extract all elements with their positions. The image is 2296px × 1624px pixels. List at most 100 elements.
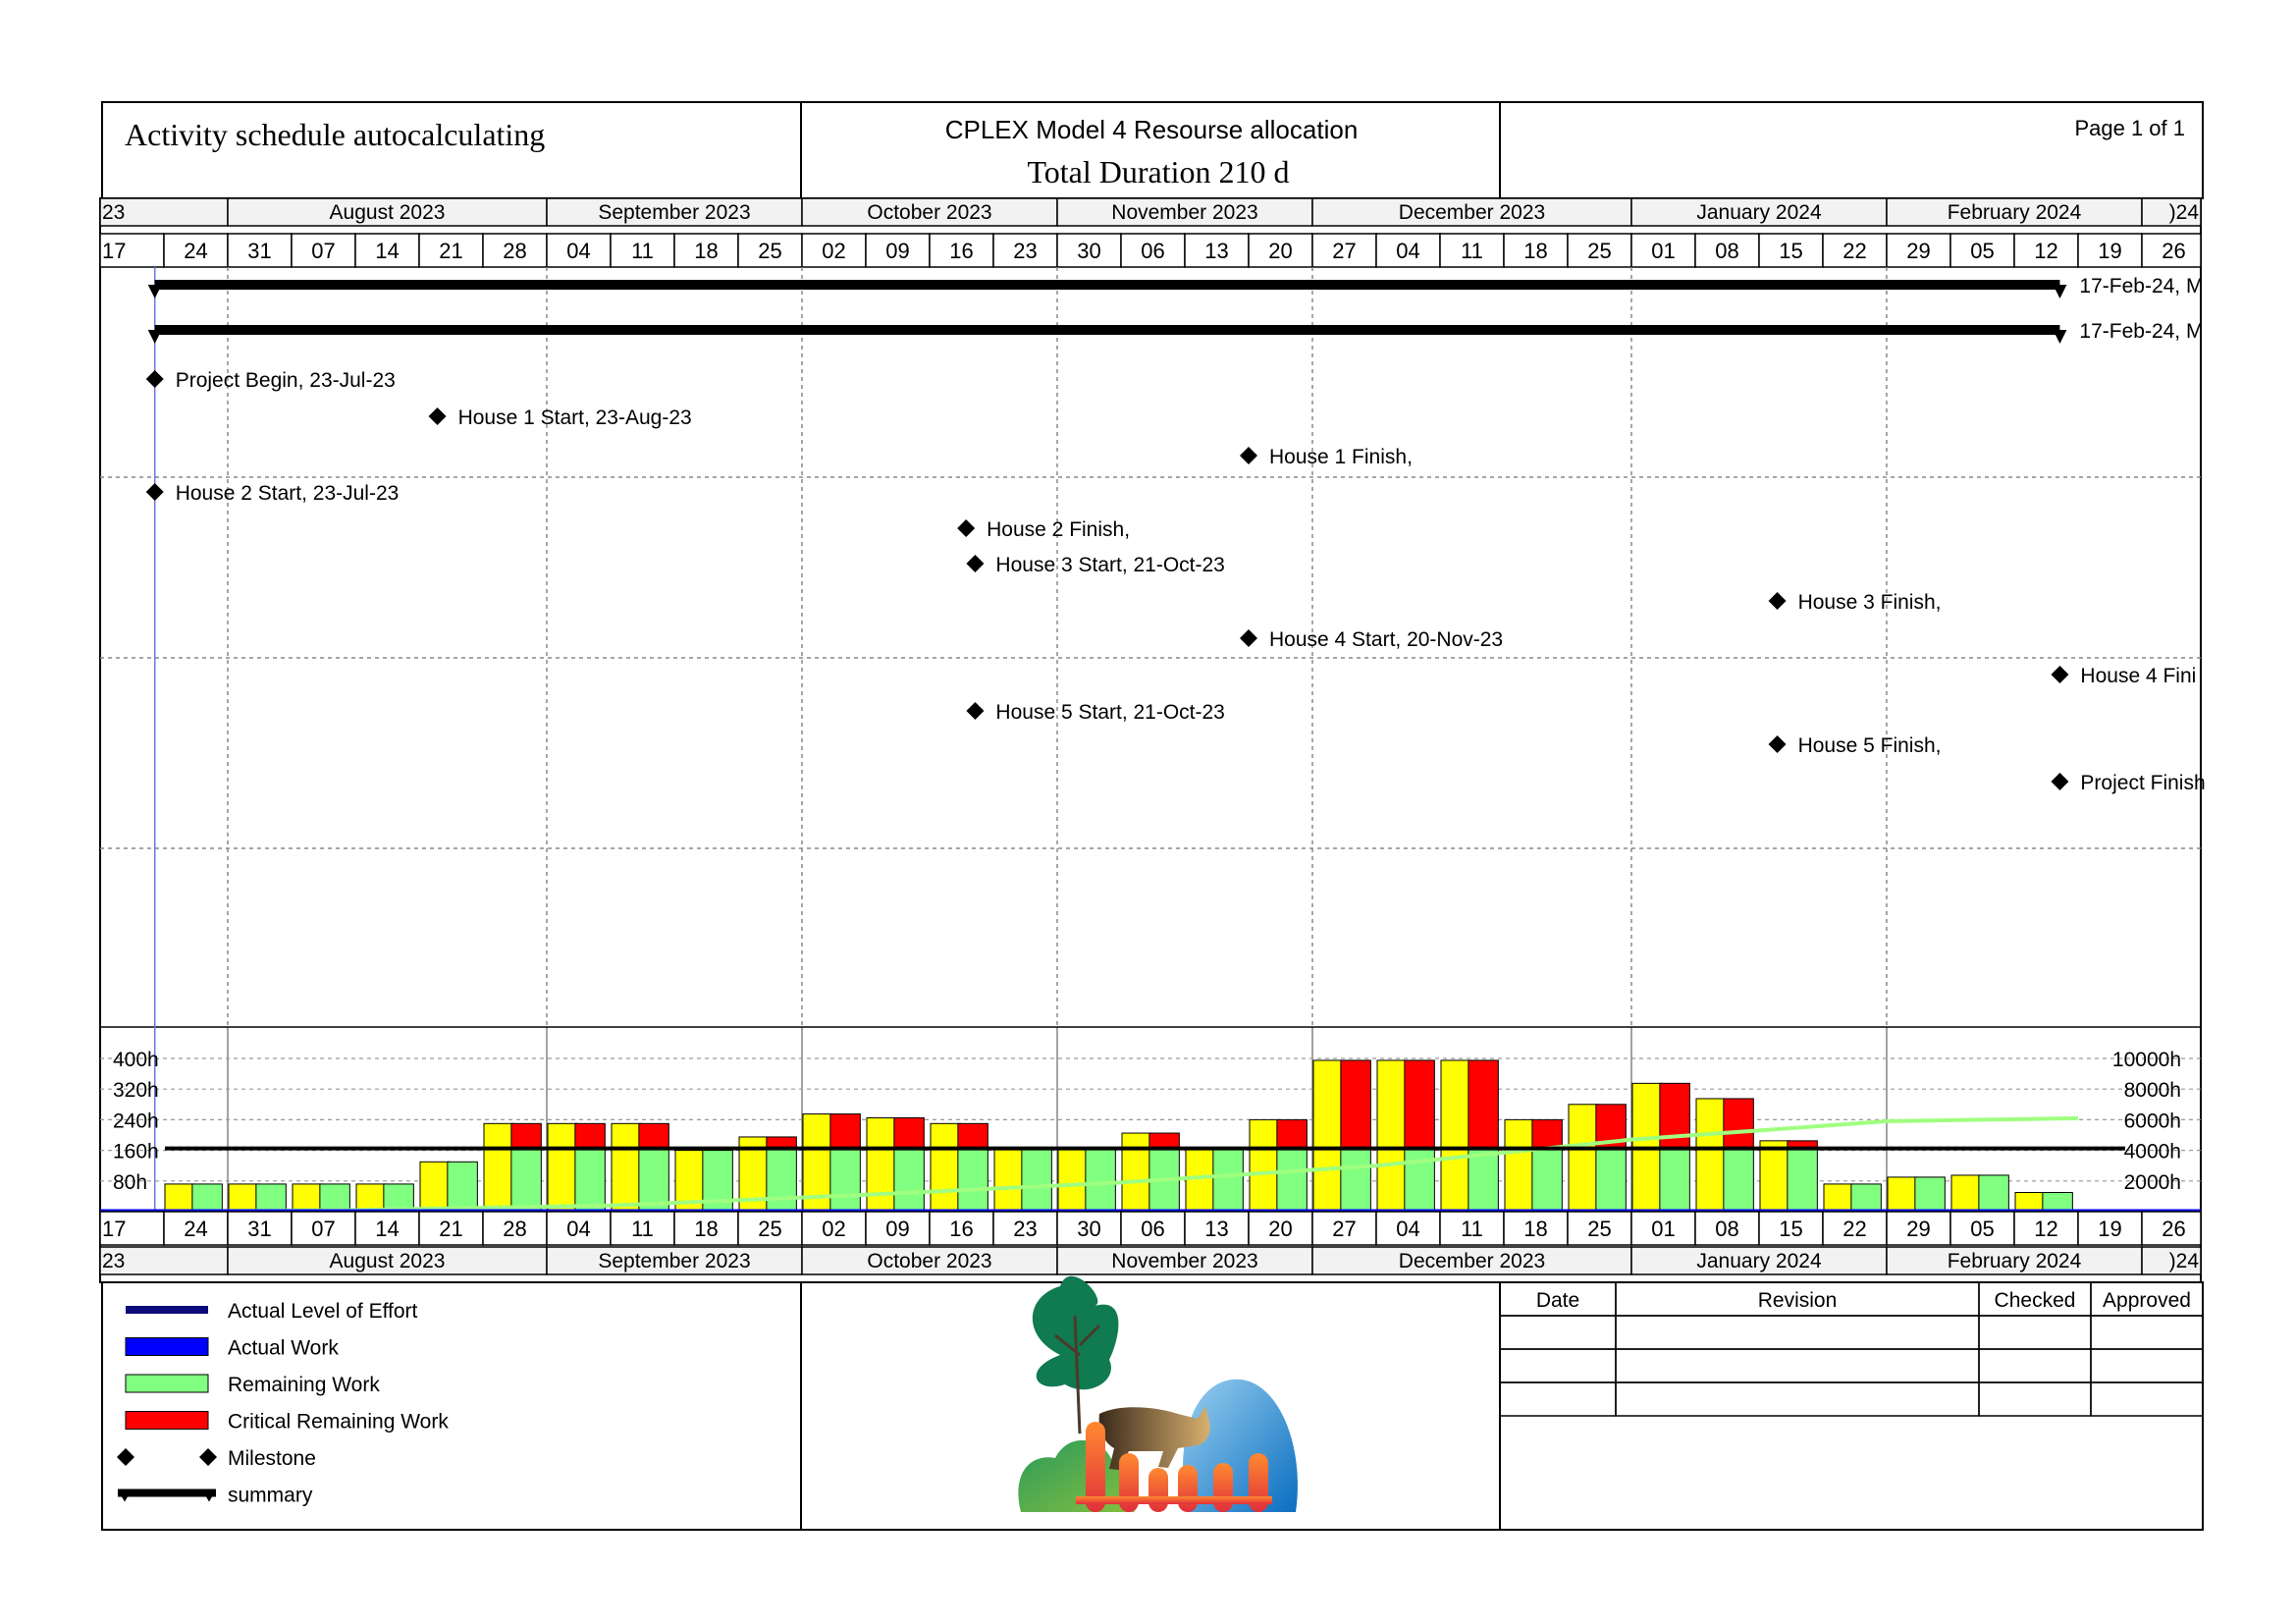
week-label: 04 [1396,239,1419,263]
week-label: 24 [184,239,207,263]
milestone-diamond [145,483,164,501]
week-label: 13 [1204,239,1228,263]
week-label: 17 [102,1217,126,1241]
month-label: November 2023 [1111,1250,1257,1272]
week-label: 04 [566,1217,590,1241]
milestone-diamond [966,555,985,572]
revision-cell [1978,1348,2092,1383]
milestone-label: House 5 Finish, [1798,734,1942,757]
week-cell [1503,1211,1569,1246]
timescale-top: 23 August 2023 September 2023 October 2023 N… [99,197,2202,268]
week-label: 28 [503,239,526,263]
week-label: 19 [2098,1217,2121,1241]
week-label: 04 [566,239,590,263]
blue-shape-icon [1183,1379,1298,1512]
milestone-diamond [1240,629,1257,647]
week-cell [99,233,165,268]
month-label: December 2023 [1399,201,1545,224]
month-cell [1630,1246,1888,1275]
week-label: 12 [2034,1217,2057,1241]
month-label: February 2024 [1948,201,2082,224]
week-cell [482,233,548,268]
week-label: 25 [758,1217,781,1241]
work-bar [292,1183,323,1213]
timescale-bottom: 23 August 2023 September 2023 October 2023 N… [99,1211,2202,1275]
week-cell [163,233,229,268]
week-label: 07 [311,239,335,263]
bush-icon [1018,1439,1139,1512]
week-label: 20 [1268,1217,1292,1241]
week-label: 23 [1013,1217,1037,1241]
week-label: 18 [694,239,718,263]
overload-bar [547,1122,578,1150]
week-cell [354,1211,420,1246]
remaining-work-bar [1276,1148,1308,1213]
summary-icon [118,1489,132,1502]
week-label: 16 [949,1217,973,1241]
week-cell [2141,233,2202,268]
milestone-label: House 3 Start, 21-Oct-23 [995,554,1224,576]
legend-swatch [125,1374,209,1393]
work-bar [355,1183,387,1213]
week-cell [865,233,931,268]
overload-bar [483,1148,514,1213]
week-label: 19 [2098,239,2121,263]
week-label: 30 [1077,239,1100,263]
overload-bar [1185,1148,1216,1213]
week-label: 07 [311,1217,335,1241]
legend-swatch [125,1337,209,1356]
revision-cell [1615,1348,1980,1383]
critical-remaining-work-bar [1723,1098,1754,1150]
week-cell [1694,1211,1760,1246]
overload-bar [1504,1148,1535,1213]
week-cell [1822,233,1888,268]
week-cell [992,233,1058,268]
milestone-label: House 2 Start, 23-Jul-23 [176,482,400,505]
milestone-diamond [2051,773,2069,790]
week-cell [482,1211,548,1246]
remaining-work-bar [1595,1148,1627,1213]
revision-header: Revision [1758,1289,1838,1312]
summary-end-marker [2053,330,2067,344]
summary-label: 17-Feb-24, M [2079,275,2203,298]
y-tick-label-right: 10000h [2112,1049,2181,1071]
week-label: 11 [631,239,654,263]
week-label: 22 [1842,1217,1866,1241]
legend-swatch [125,1411,209,1430]
week-cell [1439,233,1505,268]
month-cell [1886,197,2143,227]
week-cell [354,233,420,268]
remaining-work-bar [319,1183,350,1213]
milestone-diamond [1768,592,1787,610]
milestone-label: Project Finish [2080,772,2205,794]
month-label: 23 [102,1250,125,1272]
work-bar [228,1183,259,1213]
overload-bar [738,1148,770,1213]
cumulative-work-curve [99,1115,2079,1214]
week-label: 29 [1906,1217,1930,1241]
week-label: 23 [1013,239,1037,263]
overload-bar [802,1113,833,1150]
week-label: 17 [102,239,126,263]
week-label: 28 [503,1217,526,1241]
milestone-diamond [966,702,985,720]
week-label: 06 [1141,1217,1164,1241]
milestone-icon [199,1448,217,1466]
week-cell [546,1211,612,1246]
work-bar [1887,1176,1918,1213]
grid [100,267,2201,1212]
milestone-diamond [957,519,976,537]
critical-remaining-work-bar [893,1116,925,1150]
remaining-work-bar [1404,1148,1435,1213]
remaining-work-bar [1978,1174,2009,1213]
week-cell [865,1211,931,1246]
week-label: 16 [949,239,973,263]
week-label: 11 [1461,239,1483,263]
month-cell [2141,197,2202,227]
month-label: December 2023 [1399,1250,1545,1272]
summary-end-marker [2053,285,2067,298]
week-label: 25 [1587,1217,1611,1241]
week-label: 05 [1970,1217,1994,1241]
month-cell [1056,1246,1313,1275]
overload-bar [483,1122,514,1150]
